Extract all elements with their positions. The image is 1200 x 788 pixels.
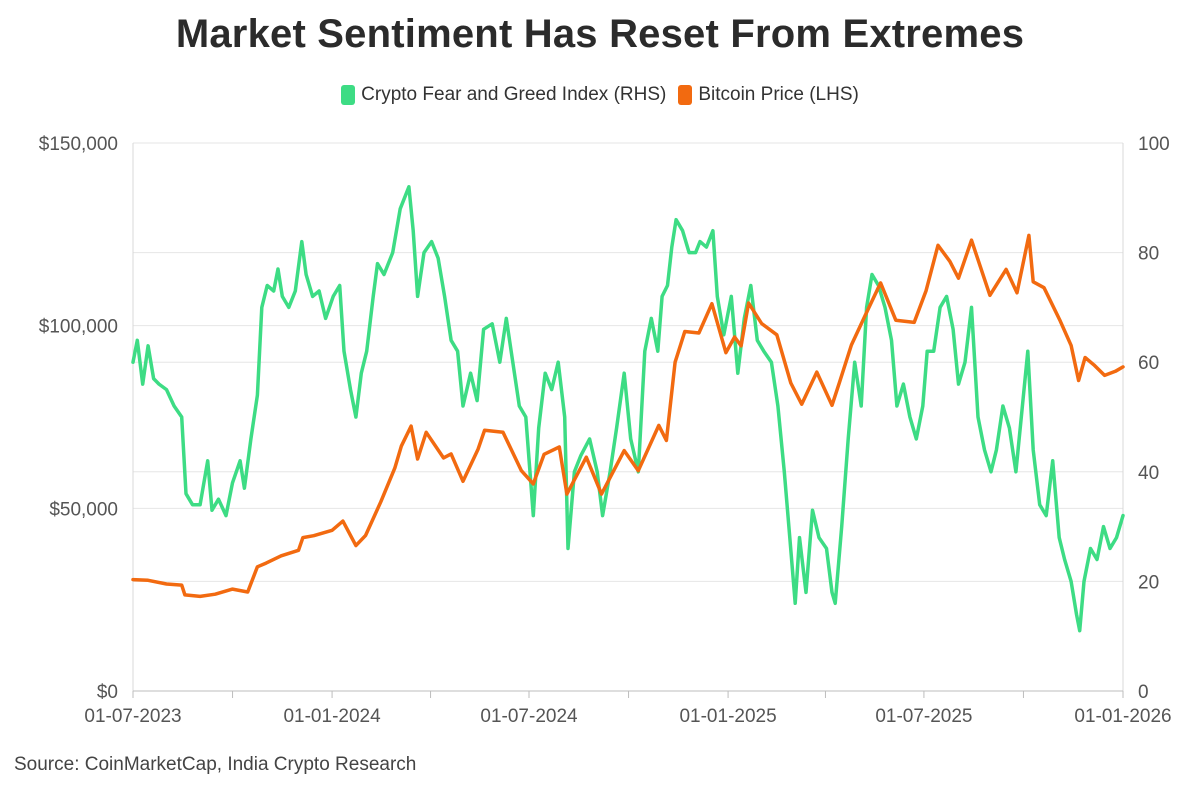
legend-label-fear-greed: Crypto Fear and Greed Index (RHS): [361, 84, 667, 105]
series-line-bitcoin: [131, 233, 1125, 599]
y-right-tick-label-3: 60: [1138, 353, 1159, 374]
x-tick-label-5: 01-01-2026: [1074, 706, 1171, 727]
x-tick-label-0: 01-07-2023: [84, 706, 181, 727]
y-right-tick-label-2: 40: [1138, 463, 1159, 484]
legend: Crypto Fear and Greed Index (RHS) Bitcoi…: [0, 84, 1200, 106]
x-tick-label-1: 01-01-2024: [283, 706, 381, 727]
legend-label-bitcoin: Bitcoin Price (LHS): [698, 84, 859, 105]
source-note: Source: CoinMarketCap, India Crypto Rese…: [14, 754, 417, 775]
x-tick-label-4: 01-07-2025: [875, 706, 972, 727]
legend-item-fear-greed: Crypto Fear and Greed Index (RHS): [341, 84, 666, 106]
y-left-tick-label-0: $0: [97, 682, 118, 703]
y-right-tick-label-5: 100: [1138, 134, 1170, 155]
y-left-tick-label-1: $50,000: [49, 499, 118, 520]
y-right-tick-label-1: 20: [1138, 572, 1159, 593]
y-left-tick-label-3: $150,000: [39, 134, 118, 155]
y-right-tick-label-4: 80: [1138, 244, 1159, 265]
chart-title: Market Sentiment Has Reset From Extremes: [175, 12, 1025, 56]
y-left-tick-label-2: $100,000: [39, 317, 118, 338]
legend-item-bitcoin: Bitcoin Price (LHS): [678, 84, 859, 106]
legend-swatch-fear-greed: [341, 85, 356, 105]
x-tick-label-3: 01-01-2025: [679, 706, 776, 727]
y-right-tick-label-0: 0: [1138, 682, 1149, 703]
legend-swatch-bitcoin: [678, 85, 693, 105]
x-tick-label-2: 01-07-2024: [480, 706, 578, 727]
